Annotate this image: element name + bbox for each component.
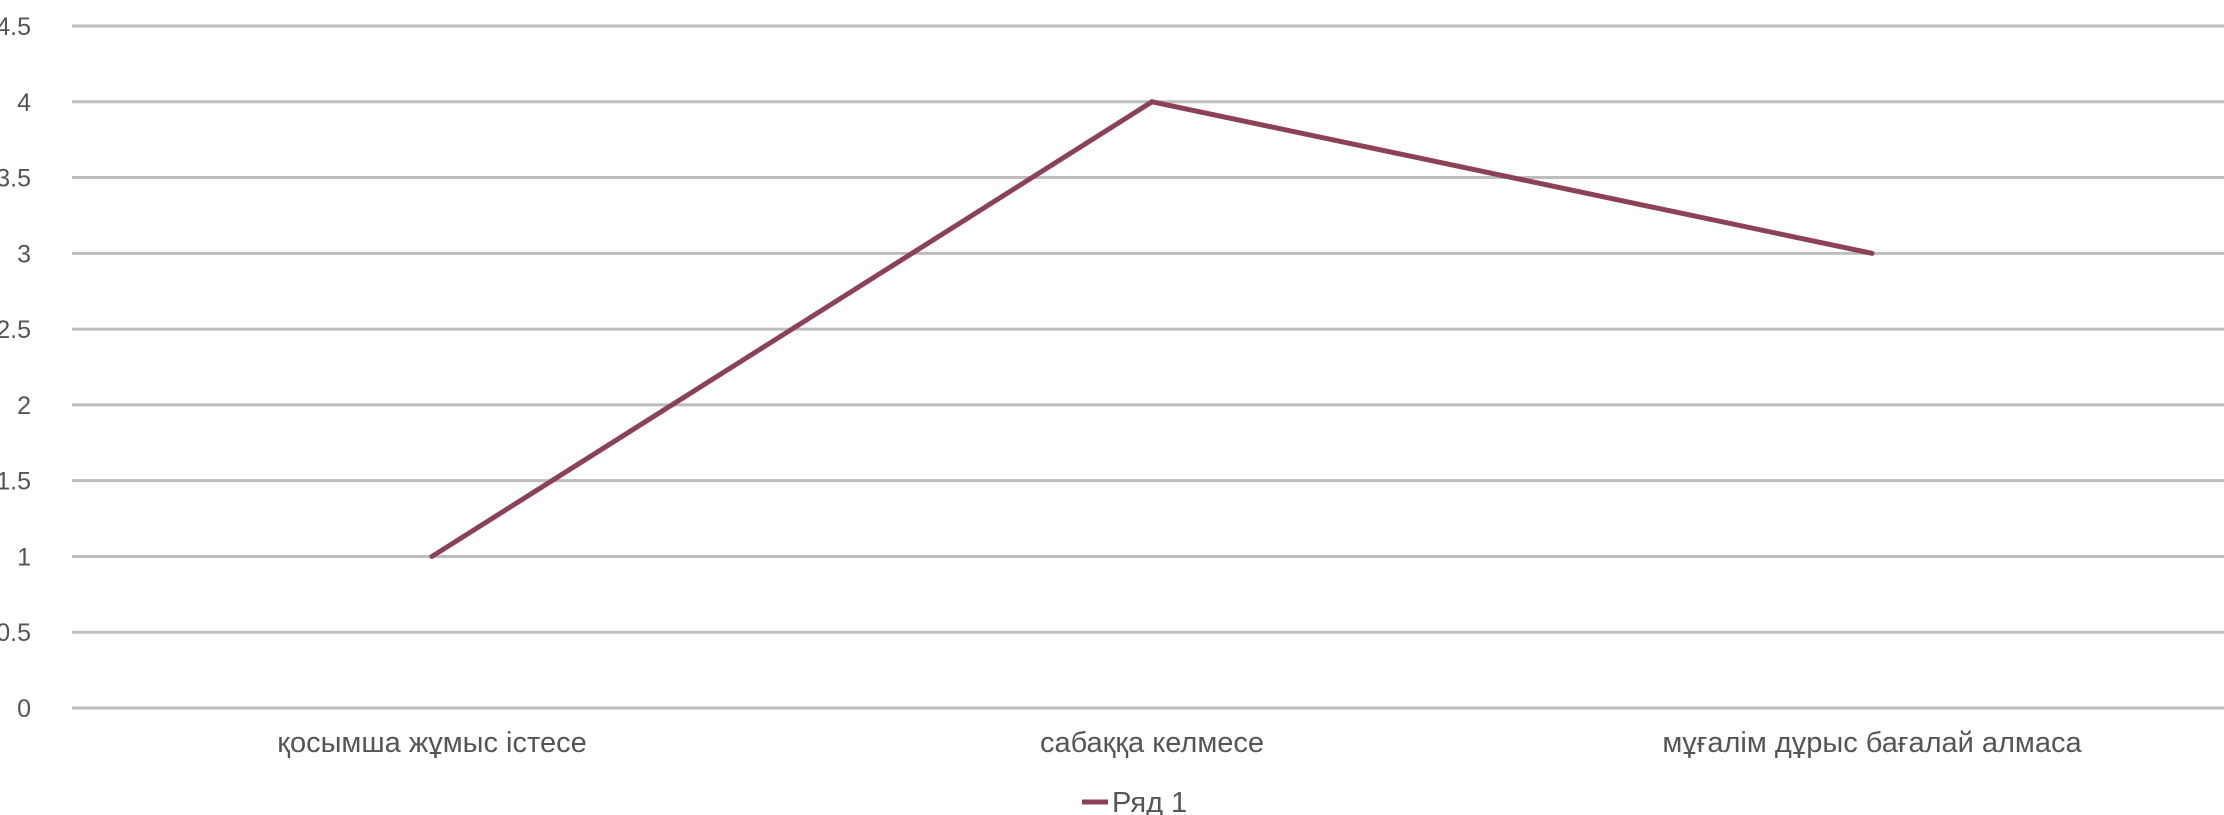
legend-label-series-1: Ряд 1 [1112,787,1187,815]
x-tick-label: сабаққа келмесе [1040,727,1264,759]
series-group [429,99,1875,559]
legend: Ряд 1 [1082,787,1187,815]
y-tick-label: 0.5 [0,619,31,647]
y-tick-label: 4 [17,89,31,117]
y-tick-label: 4.5 [0,13,31,41]
data-point [1869,250,1875,256]
x-tick-label: қосымша жұмыс істесе [277,727,586,759]
x-tick-label: мұғалім дұрыс бағалай алмаса [1662,727,2082,759]
y-tick-label: 3.5 [0,165,31,193]
y-tick-label: 2 [17,392,31,420]
y-tick-label: 3 [17,240,31,268]
y-tick-label: 0 [17,695,31,723]
y-tick-label: 2.5 [0,316,31,344]
grid-lines [72,24,2224,710]
data-point [429,553,435,559]
y-tick-label: 1 [17,543,31,571]
data-point [1149,99,1155,105]
y-tick-label: 1.5 [0,468,31,496]
x-axis-labels: қосымша жұмыс істесе сабаққа келмесе мұғал… [277,727,2082,759]
y-axis-ticks: 0 0.5 1 1.5 2 2.5 3 3.5 4 4.5 [0,13,31,723]
